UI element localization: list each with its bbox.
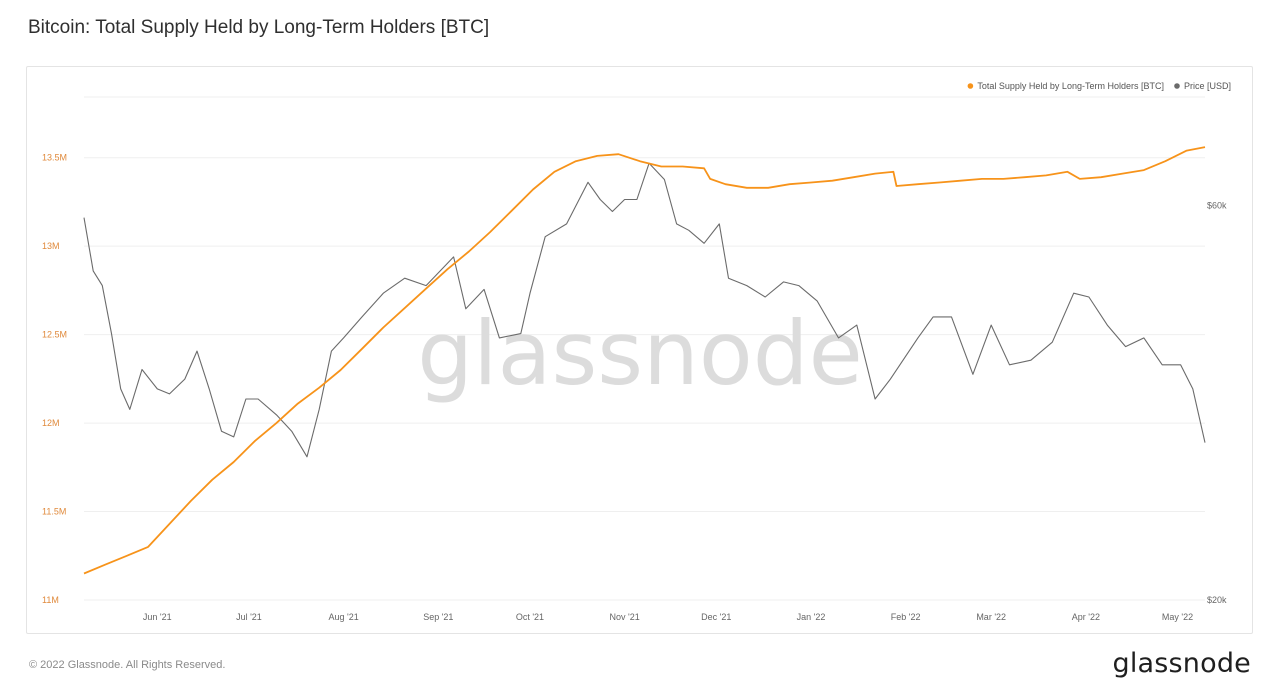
series-line-price (83, 162, 1206, 458)
y-right-tick-label: $20k (1207, 595, 1227, 605)
copyright-text: © 2022 Glassnode. All Rights Reserved. (29, 659, 226, 671)
grid-layer (84, 96, 1205, 601)
legend: Price [USD] Total Supply Held by Long-Ter… (967, 81, 1231, 91)
x-tick-label: Feb '22 (891, 612, 921, 622)
x-tick-label: Jun '21 (143, 612, 172, 622)
legend-label: Total Supply Held by Long-Term Holders [… (977, 81, 1164, 91)
chart-title: Bitcoin: Total Supply Held by Long-Term … (28, 17, 490, 38)
x-tick-label: Jan '22 (797, 612, 826, 622)
series-layer (83, 146, 1206, 575)
y-left-tick-label: 13M (42, 241, 60, 251)
chart-frame (26, 66, 1253, 634)
y-left-tick-label: 13.5M (42, 153, 67, 163)
legend-marker-price (1174, 83, 1180, 89)
axis-layer: 11M 11.5M 12M 12.5M 13M 13.5M $20k $60k Jun '21 J… (42, 153, 1227, 622)
y-left-tick-label: 12.5M (42, 330, 67, 340)
y-right-tick-label: $60k (1207, 200, 1227, 210)
watermark-text: glassnode (417, 302, 863, 405)
x-tick-label: Nov '21 (610, 612, 640, 622)
x-tick-label: Apr '22 (1072, 612, 1100, 622)
x-tick-label: Mar '22 (976, 612, 1006, 622)
x-tick-label: Oct '21 (516, 612, 544, 622)
x-tick-label: Aug '21 (329, 612, 359, 622)
legend-label: Price [USD] (1184, 81, 1231, 91)
legend-marker-supply (967, 83, 974, 89)
y-left-tick-label: 11M (42, 595, 59, 605)
x-tick-label: May '22 (1162, 612, 1193, 622)
x-tick-label: Sep '21 (423, 612, 453, 622)
glassnode-logo: glassnode (1112, 648, 1251, 679)
y-left-tick-label: 12M (42, 418, 60, 428)
x-tick-label: Dec '21 (701, 612, 731, 622)
x-tick-label: Jul '21 (236, 612, 262, 622)
series-line-lth-supply (83, 146, 1206, 575)
y-left-tick-label: 11.5M (42, 507, 66, 517)
